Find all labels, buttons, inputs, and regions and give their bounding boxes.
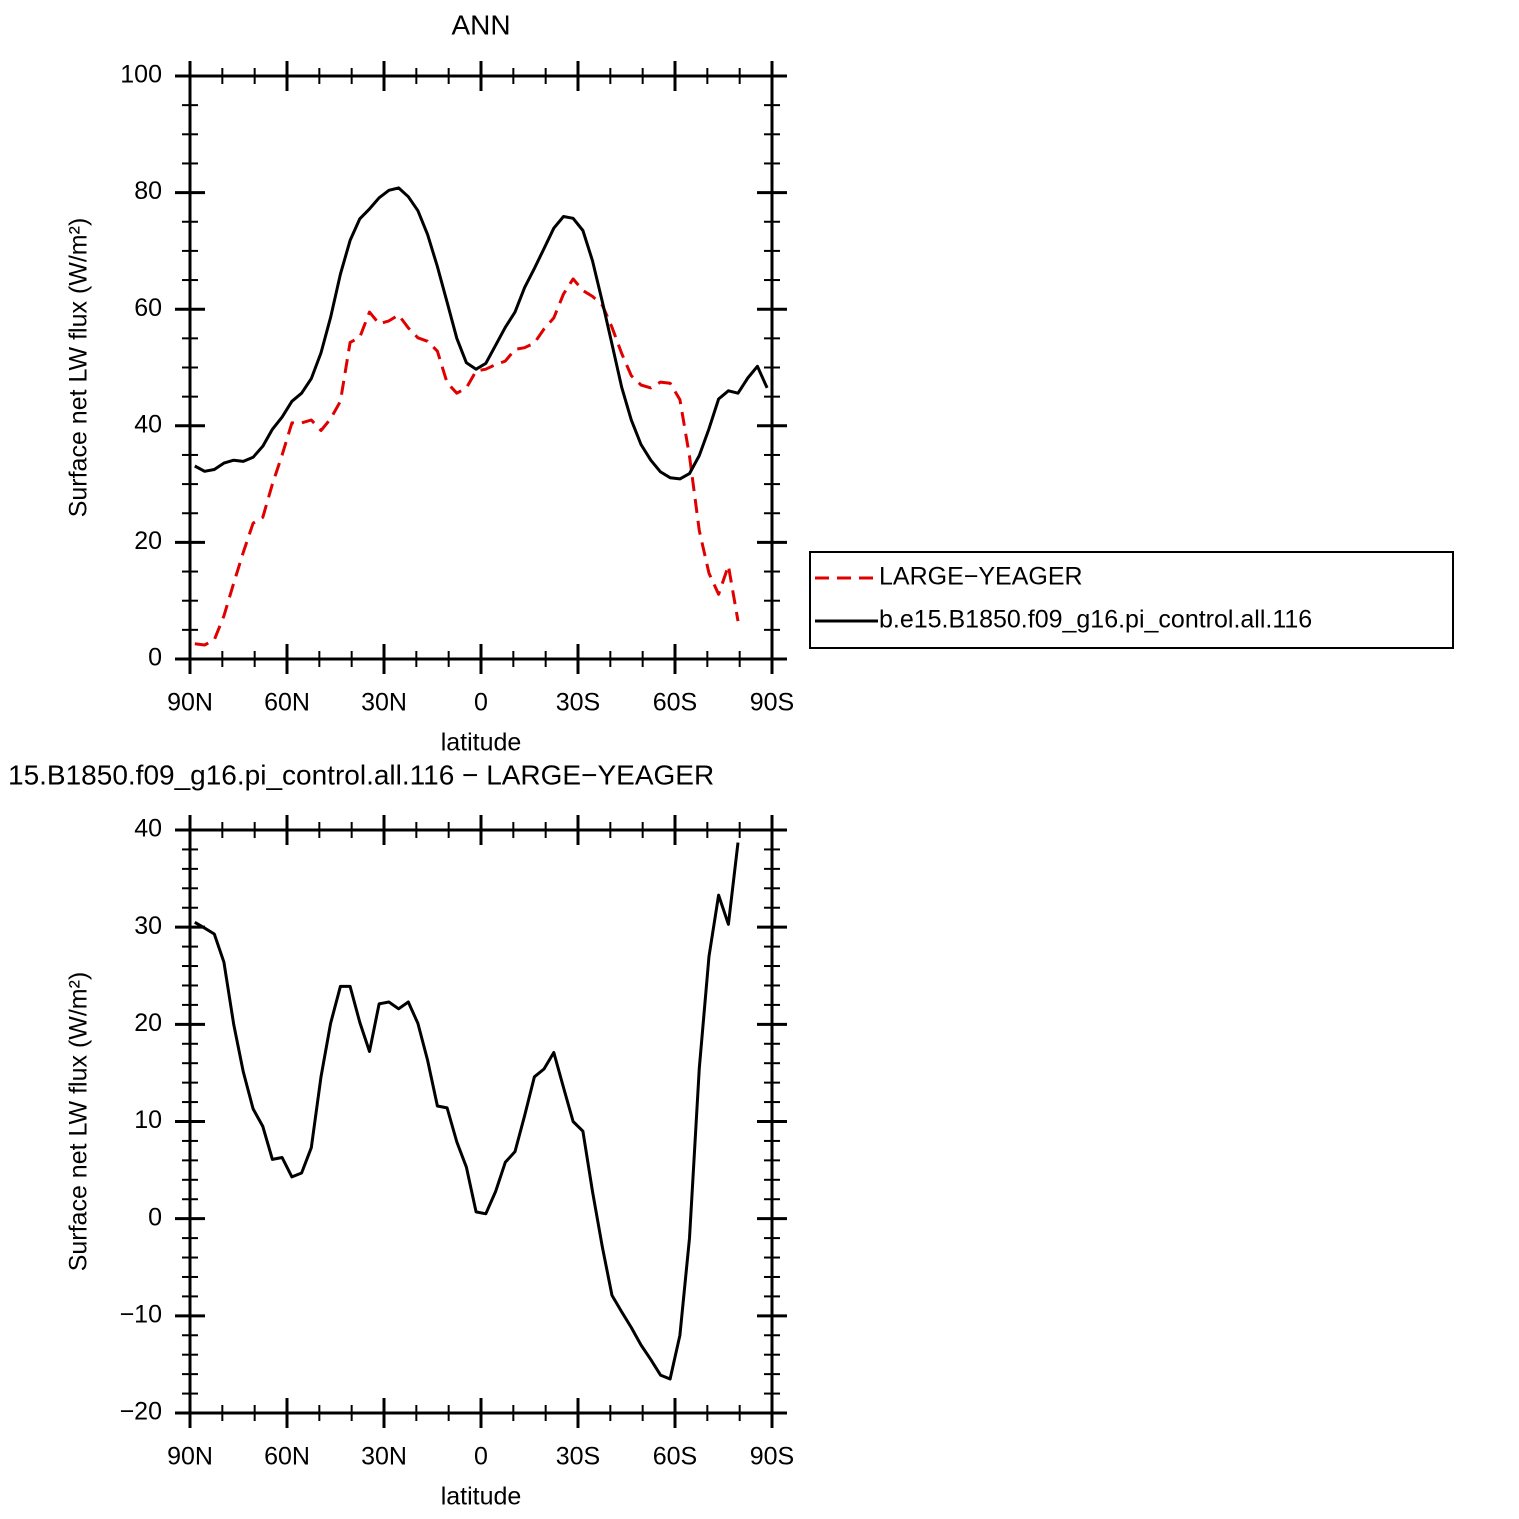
- x-tick-label: 90S: [750, 1443, 794, 1471]
- x-tick-label: 90N: [167, 1443, 213, 1471]
- x-tick-label: 30N: [361, 689, 407, 717]
- chart-title: ANN: [451, 9, 510, 40]
- x-tick-label: 0: [474, 1443, 488, 1471]
- data-line: [194, 842, 740, 1381]
- legend-label: b.e15.B1850.f09_g16.pi_control.all.116: [879, 606, 1312, 634]
- y-tick-label: 20: [134, 1009, 162, 1037]
- data-line: [194, 186, 769, 481]
- x-tick-label: 60N: [264, 689, 310, 717]
- plot-frame: [188, 828, 774, 1415]
- x-tick-label: 60S: [653, 689, 697, 717]
- legend-box: [809, 551, 1454, 649]
- x-tick-label: 60N: [264, 1443, 310, 1471]
- y-axis-label: Surface net LW flux (W/m²): [65, 218, 93, 518]
- y-tick-label: 10: [134, 1106, 162, 1134]
- y-tick-label: −10: [120, 1300, 162, 1328]
- x-axis-label: latitude: [441, 1483, 522, 1511]
- x-tick-label: 60S: [653, 1443, 697, 1471]
- y-tick-label: 20: [134, 527, 162, 555]
- data-line: [194, 277, 740, 647]
- x-tick-label: 30N: [361, 1443, 407, 1471]
- y-tick-label: 0: [148, 644, 162, 672]
- y-tick-label: 30: [134, 912, 162, 940]
- x-tick-label: 0: [474, 689, 488, 717]
- y-tick-label: 100: [120, 61, 162, 89]
- y-tick-label: 60: [134, 294, 162, 322]
- y-tick-label: 80: [134, 177, 162, 205]
- x-tick-label: 30S: [556, 1443, 600, 1471]
- x-tick-label: 90S: [750, 689, 794, 717]
- x-tick-label: 30S: [556, 689, 600, 717]
- y-tick-label: 40: [134, 815, 162, 843]
- y-tick-label: 0: [148, 1203, 162, 1231]
- y-axis-label: Surface net LW flux (W/m²): [65, 972, 93, 1272]
- x-axis-label: latitude: [441, 729, 522, 757]
- x-tick-label: 90N: [167, 689, 213, 717]
- legend-label: LARGE−YEAGER: [879, 563, 1083, 591]
- y-tick-label: 40: [134, 410, 162, 438]
- y-tick-label: −20: [120, 1398, 162, 1426]
- chart-title: 15.B1850.f09_g16.pi_control.all.116 − LA…: [8, 759, 714, 790]
